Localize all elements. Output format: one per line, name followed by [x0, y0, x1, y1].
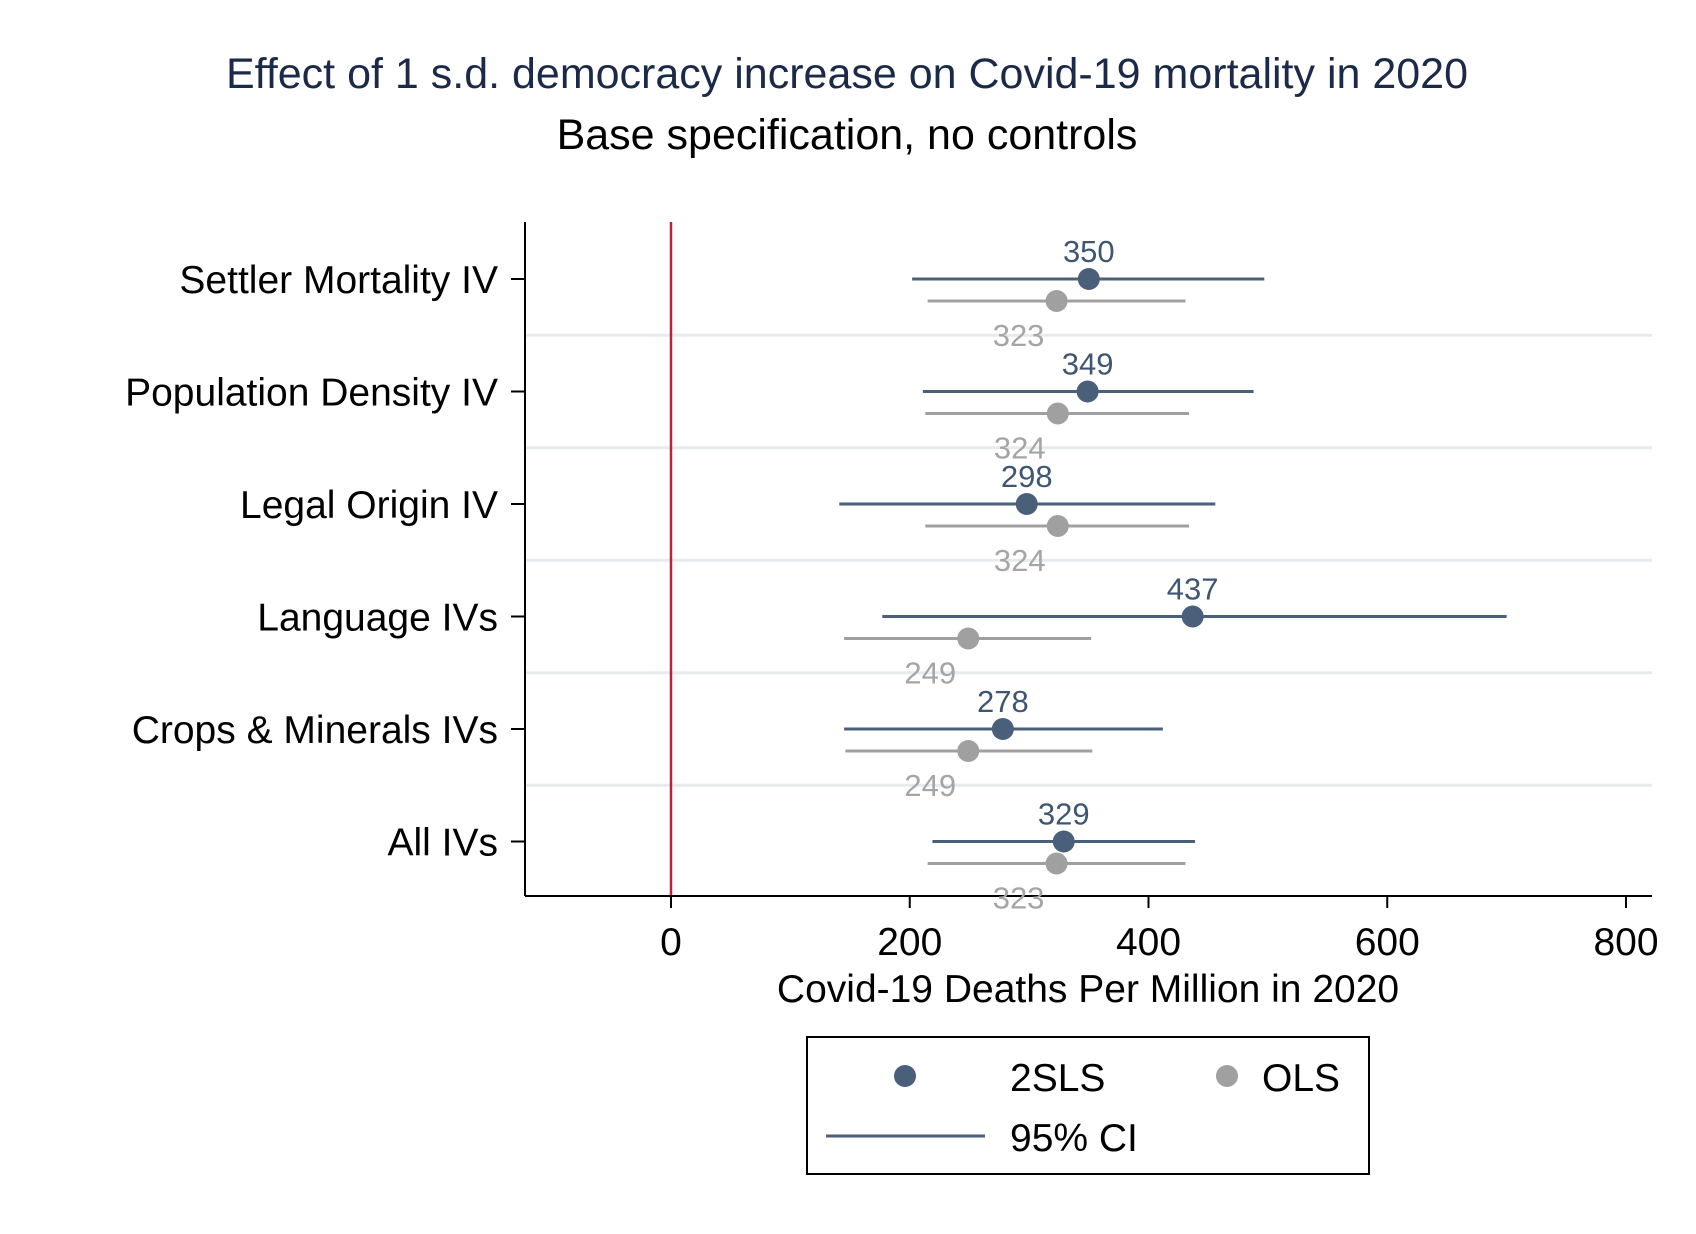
point-ols [1045, 852, 1068, 875]
data-label-2sls: 350 [1063, 234, 1115, 269]
legend-label-2sls: 2SLS [1010, 1057, 1105, 1100]
point-2sls [991, 718, 1014, 740]
data-label-2sls: 437 [1167, 572, 1219, 607]
data-label-ols: 323 [993, 318, 1045, 353]
x-tick-label: 800 [1593, 921, 1658, 964]
point-ols [957, 627, 980, 650]
chart-title: Effect of 1 s.d. democracy increase on C… [226, 50, 1468, 98]
y-tick-label: Crops & Minerals IVs [132, 709, 498, 752]
legend-label-ols: OLS [1262, 1057, 1340, 1100]
data-label-2sls: 278 [977, 684, 1029, 719]
point-ols [1046, 402, 1069, 425]
point-2sls [1181, 605, 1204, 628]
legend-marker-ols [1216, 1065, 1238, 1087]
data-label-2sls: 329 [1038, 797, 1090, 832]
x-axis-title: Covid-19 Deaths Per Million in 2020 [777, 968, 1399, 1011]
point-ols [957, 740, 980, 762]
y-tick-label: Settler Mortality IV [179, 259, 498, 302]
legend: 2SLS OLS 95% CI [806, 1036, 1370, 1175]
data-label-2sls: 298 [1001, 459, 1053, 494]
plot-area: 0 200 400 600 800 Settler Mortality IV 350 323 P… [125, 222, 1659, 964]
y-tick-label: Language IVs [257, 597, 498, 640]
point-ols [1045, 290, 1068, 312]
data-label-ols: 324 [994, 543, 1046, 578]
data-label-ols: 323 [993, 881, 1045, 916]
legend-label-ci: 95% CI [1010, 1117, 1138, 1160]
chart-subtitle: Base specification, no controls [557, 111, 1138, 159]
point-2sls [1076, 380, 1099, 403]
legend-marker-2sls [894, 1065, 916, 1087]
data-label-ols: 249 [904, 656, 956, 691]
point-2sls [1052, 830, 1075, 853]
legend-box [806, 1036, 1370, 1175]
point-2sls [1015, 493, 1038, 515]
point-ols [1046, 515, 1069, 537]
x-tick-label: 0 [660, 921, 682, 964]
y-tick-label: Population Density IV [125, 372, 498, 415]
x-tick-label: 200 [877, 921, 942, 964]
x-tick-label: 600 [1355, 921, 1420, 964]
point-2sls [1077, 268, 1100, 290]
data-label-ols: 324 [994, 431, 1046, 466]
data-label-2sls: 349 [1062, 347, 1114, 382]
x-tick-label: 400 [1116, 921, 1181, 964]
y-tick-label: All IVs [387, 822, 498, 865]
data-label-ols: 249 [904, 768, 956, 803]
y-tick-label: Legal Origin IV [240, 484, 498, 527]
